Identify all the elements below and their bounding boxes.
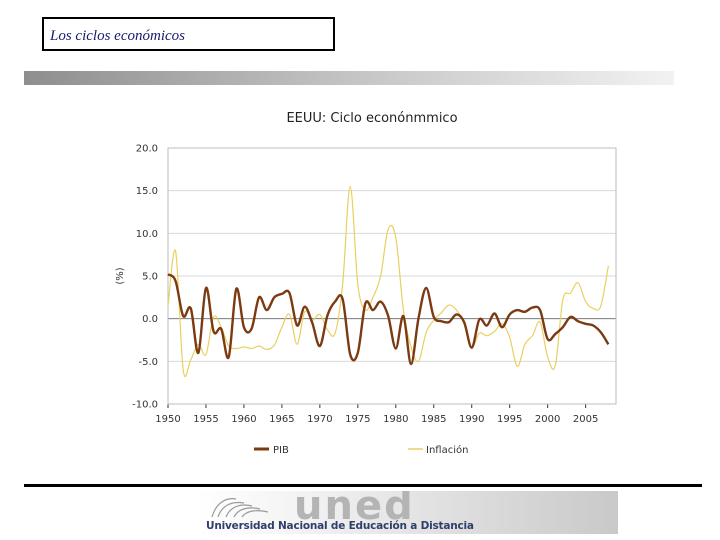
y-tick-label: 20.0 bbox=[136, 144, 158, 155]
legend-label-inflacion: Inflación bbox=[426, 444, 468, 456]
y-tick-label: 5.0 bbox=[142, 272, 158, 283]
slide-title-box: Los ciclos económicos bbox=[42, 17, 335, 51]
x-tick-label: 1950 bbox=[155, 414, 180, 425]
x-tick-label: 2005 bbox=[573, 414, 598, 425]
legend: PIB Inflación bbox=[254, 444, 468, 456]
y-axis-label: (%) bbox=[115, 267, 126, 284]
y-tick-label: 0.0 bbox=[142, 314, 158, 325]
legend-label-pib: PIB bbox=[273, 445, 289, 456]
grid-lines bbox=[168, 147, 616, 405]
series-line-pib bbox=[167, 273, 610, 366]
y-tick-label: 10.0 bbox=[136, 229, 158, 240]
x-tick-label: 1980 bbox=[383, 414, 408, 425]
x-tick-label: 1985 bbox=[421, 414, 446, 425]
y-tick-label: -5.0 bbox=[138, 357, 158, 368]
header-gradient-bar bbox=[24, 71, 674, 85]
y-tick-label: -10.0 bbox=[132, 400, 158, 411]
x-tick-label: 1955 bbox=[193, 414, 218, 425]
uned-logo: uned Universidad Nacional de Educación a… bbox=[198, 491, 618, 534]
y-tick-labels: 20.0 15.0 10.0 5.0 0.0 -5.0 -10.0 bbox=[132, 144, 158, 411]
logo-wordmark: uned bbox=[294, 491, 415, 529]
x-tick-labels: 1950 1955 1960 1965 1970 1975 1980 1985 1990 1995… bbox=[155, 404, 598, 425]
uned-emblem-icon bbox=[211, 498, 269, 518]
logo-subtitle: Universidad Nacional de Educación a Dist… bbox=[206, 520, 474, 532]
x-tick-label: 1960 bbox=[231, 414, 256, 425]
x-tick-label: 1995 bbox=[497, 414, 522, 425]
y-tick-label: 15.0 bbox=[136, 186, 158, 197]
footer-rule bbox=[24, 484, 702, 487]
plot-frame bbox=[167, 147, 617, 405]
chart-title: EEUU: Ciclo econónmmico bbox=[286, 111, 457, 126]
x-tick-label: 1965 bbox=[269, 414, 294, 425]
x-tick-label: 1990 bbox=[459, 414, 484, 425]
x-tick-label: 2000 bbox=[535, 414, 560, 425]
series-line-inflacion bbox=[167, 185, 609, 378]
x-tick-label: 1970 bbox=[307, 414, 332, 425]
cycle-chart: EEUU: Ciclo econónmmico 20.0 15.0 10.0 5.0 0… bbox=[115, 111, 617, 456]
x-tick-label: 1975 bbox=[345, 414, 370, 425]
slide-title: Los ciclos económicos bbox=[50, 28, 185, 44]
